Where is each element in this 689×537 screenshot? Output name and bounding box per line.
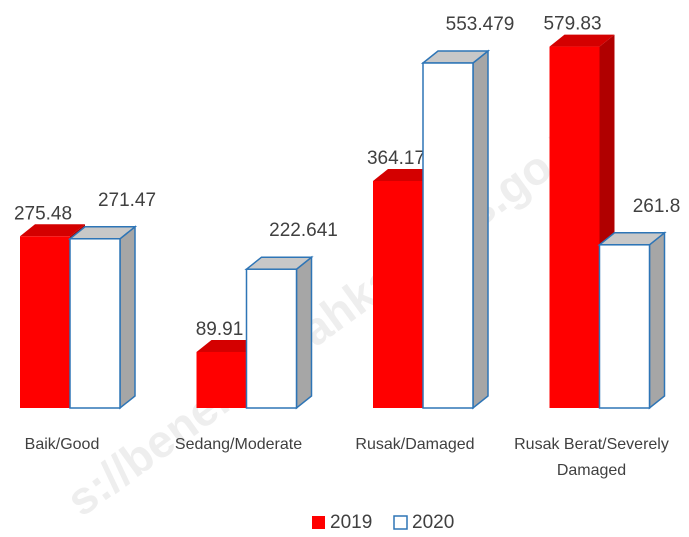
value-label: 261.8: [633, 196, 681, 217]
x-tick-label: Baik/Good: [24, 436, 100, 453]
bar-top: [196, 339, 262, 352]
value-label: 222.641: [269, 220, 338, 241]
value-label: 271.47: [98, 190, 156, 211]
bar-side: [295, 255, 313, 410]
bar-front: [549, 46, 600, 408]
bar-top: [20, 224, 85, 237]
legend-label: 2020: [412, 512, 454, 533]
x-tick-label: Rusak Berat/Severely Damaged: [514, 436, 669, 479]
legend-swatch: [393, 515, 408, 530]
legend-label: 2019: [330, 512, 372, 533]
bar-front: [245, 268, 298, 409]
bar-top: [373, 169, 438, 182]
bar-front: [373, 181, 423, 408]
value-label: 275.48: [14, 203, 72, 224]
value-label: 364.17: [367, 148, 425, 169]
bar-top: [549, 34, 615, 47]
legend-swatch: [312, 516, 325, 529]
bar: [67, 225, 138, 410]
bar: [244, 255, 314, 410]
bar: [549, 34, 615, 408]
bar-front: [20, 236, 70, 408]
bar-front: [69, 238, 121, 409]
bar-front: [422, 62, 474, 409]
bar-side: [648, 231, 666, 410]
bar-front: [196, 351, 247, 408]
bar: [597, 231, 667, 410]
x-tick-label: Sedang/Moderate: [174, 436, 303, 453]
bar-front: [598, 244, 651, 409]
bar-side: [472, 49, 489, 410]
value-label: 89.91: [196, 319, 244, 340]
value-label: 579.83: [543, 14, 601, 35]
value-label: 553.479: [446, 14, 515, 35]
bar-side: [119, 225, 136, 410]
x-tick-label: Rusak/Damaged: [355, 436, 475, 453]
bar: [420, 49, 491, 410]
